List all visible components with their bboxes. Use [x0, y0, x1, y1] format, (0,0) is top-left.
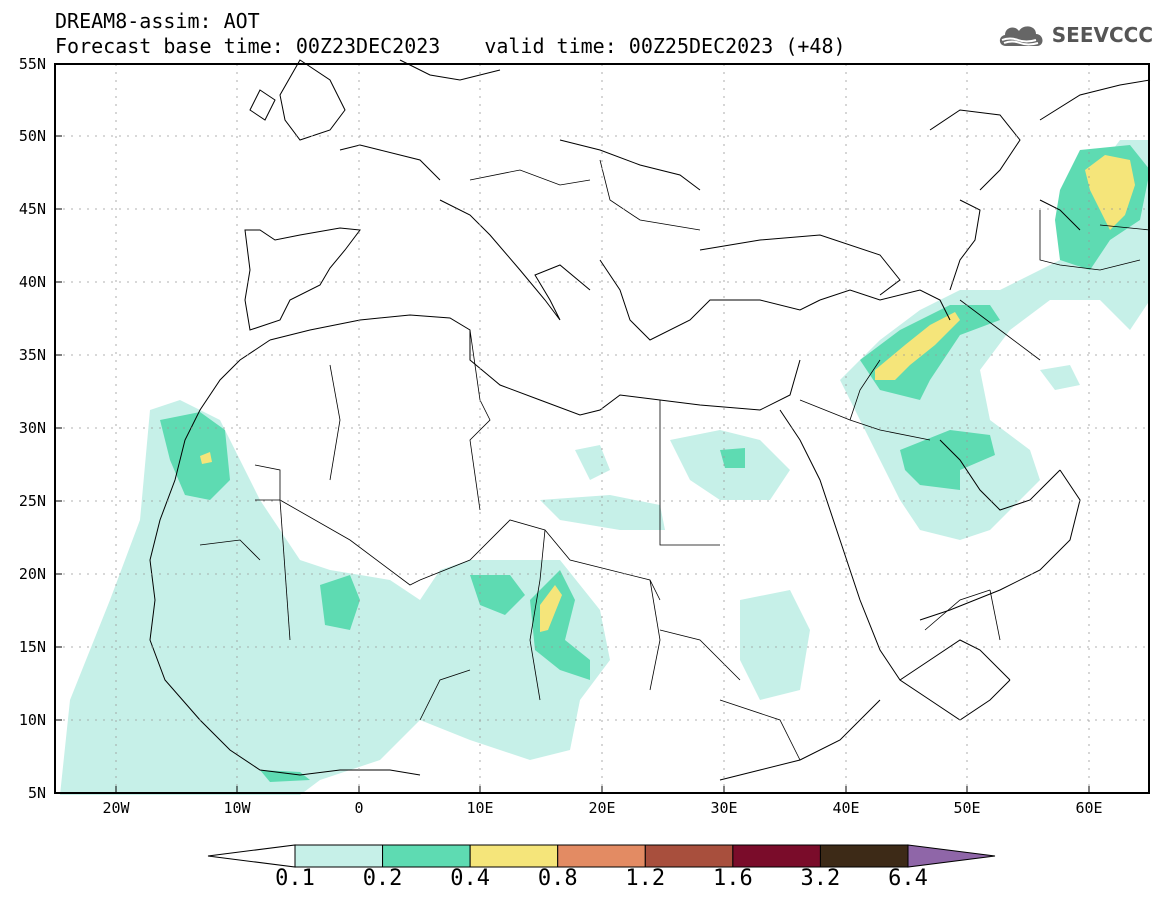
colorbar-tick-label: 0.2 — [362, 866, 403, 891]
aot-field — [60, 140, 1150, 795]
lon-label: 0 — [354, 799, 363, 817]
lat-label: 5N — [28, 784, 46, 802]
lon-label: 30E — [710, 799, 737, 817]
colorbar-under-arrow — [207, 844, 296, 868]
lon-label: 20W — [102, 799, 130, 817]
lat-label: 10N — [19, 711, 46, 729]
lon-label: 10W — [223, 799, 251, 817]
lon-label: 10E — [466, 799, 493, 817]
lon-label: 40E — [832, 799, 859, 817]
map-title: DREAM8-assim: AOT — [55, 9, 260, 33]
colorbar-segment — [382, 844, 471, 868]
colorbar — [207, 844, 996, 868]
axis-ticks — [55, 135, 1090, 793]
colorbar-tick-label: 0.1 — [275, 866, 315, 891]
lat-label: 50N — [19, 127, 46, 145]
lon-label: 60E — [1075, 799, 1102, 817]
lat-label: 45N — [19, 200, 46, 218]
colorbar-over-arrow — [907, 844, 996, 868]
base-time: Forecast base time: 00Z23DEC2023 — [55, 34, 441, 58]
colorbar-tick-label: 6.4 — [888, 866, 928, 891]
latitude-labels: 55N 50N 45N 40N 35N 30N 25N 20N 15N 10N … — [19, 55, 46, 802]
lat-label: 25N — [19, 492, 46, 510]
lat-label: 55N — [19, 55, 46, 73]
colorbar-segment — [469, 844, 559, 868]
longitude-labels: 20W 10W 0 10E 20E 30E 40E 50E 60E — [102, 799, 1102, 817]
logo-text: SEEVCCC — [1051, 23, 1153, 47]
lat-label: 15N — [19, 638, 46, 656]
seevccc-logo: SEEVCCC — [996, 22, 1153, 48]
colorbar-segment — [644, 844, 734, 868]
lon-label: 20E — [588, 799, 615, 817]
valid-time: valid time: 00Z25DEC2023 (+48) — [484, 34, 846, 58]
colorbar-segment — [557, 844, 646, 868]
cloud-icon — [999, 26, 1043, 46]
colorbar-segment — [819, 844, 909, 868]
lat-label: 40N — [19, 273, 46, 291]
forecast-times: Forecast base time: 00Z23DEC2023 valid ti… — [55, 35, 846, 57]
lat-label: 30N — [19, 419, 46, 437]
lat-label: 35N — [19, 346, 46, 364]
colorbar-tick-label: 0.8 — [537, 866, 578, 891]
colorbar-tick-label: 1.2 — [625, 866, 666, 891]
country-borders — [199, 159, 1151, 761]
lon-label: 50E — [953, 799, 980, 817]
graticule — [55, 64, 1149, 793]
colorbar-segment — [294, 844, 384, 868]
colorbar-segment — [732, 844, 821, 868]
colorbar-tick-label: 0.4 — [450, 866, 491, 891]
colorbar-tick-label: 3.2 — [800, 866, 841, 891]
colorbar-tick-label: 1.6 — [712, 866, 753, 891]
lat-label: 20N — [19, 565, 46, 583]
